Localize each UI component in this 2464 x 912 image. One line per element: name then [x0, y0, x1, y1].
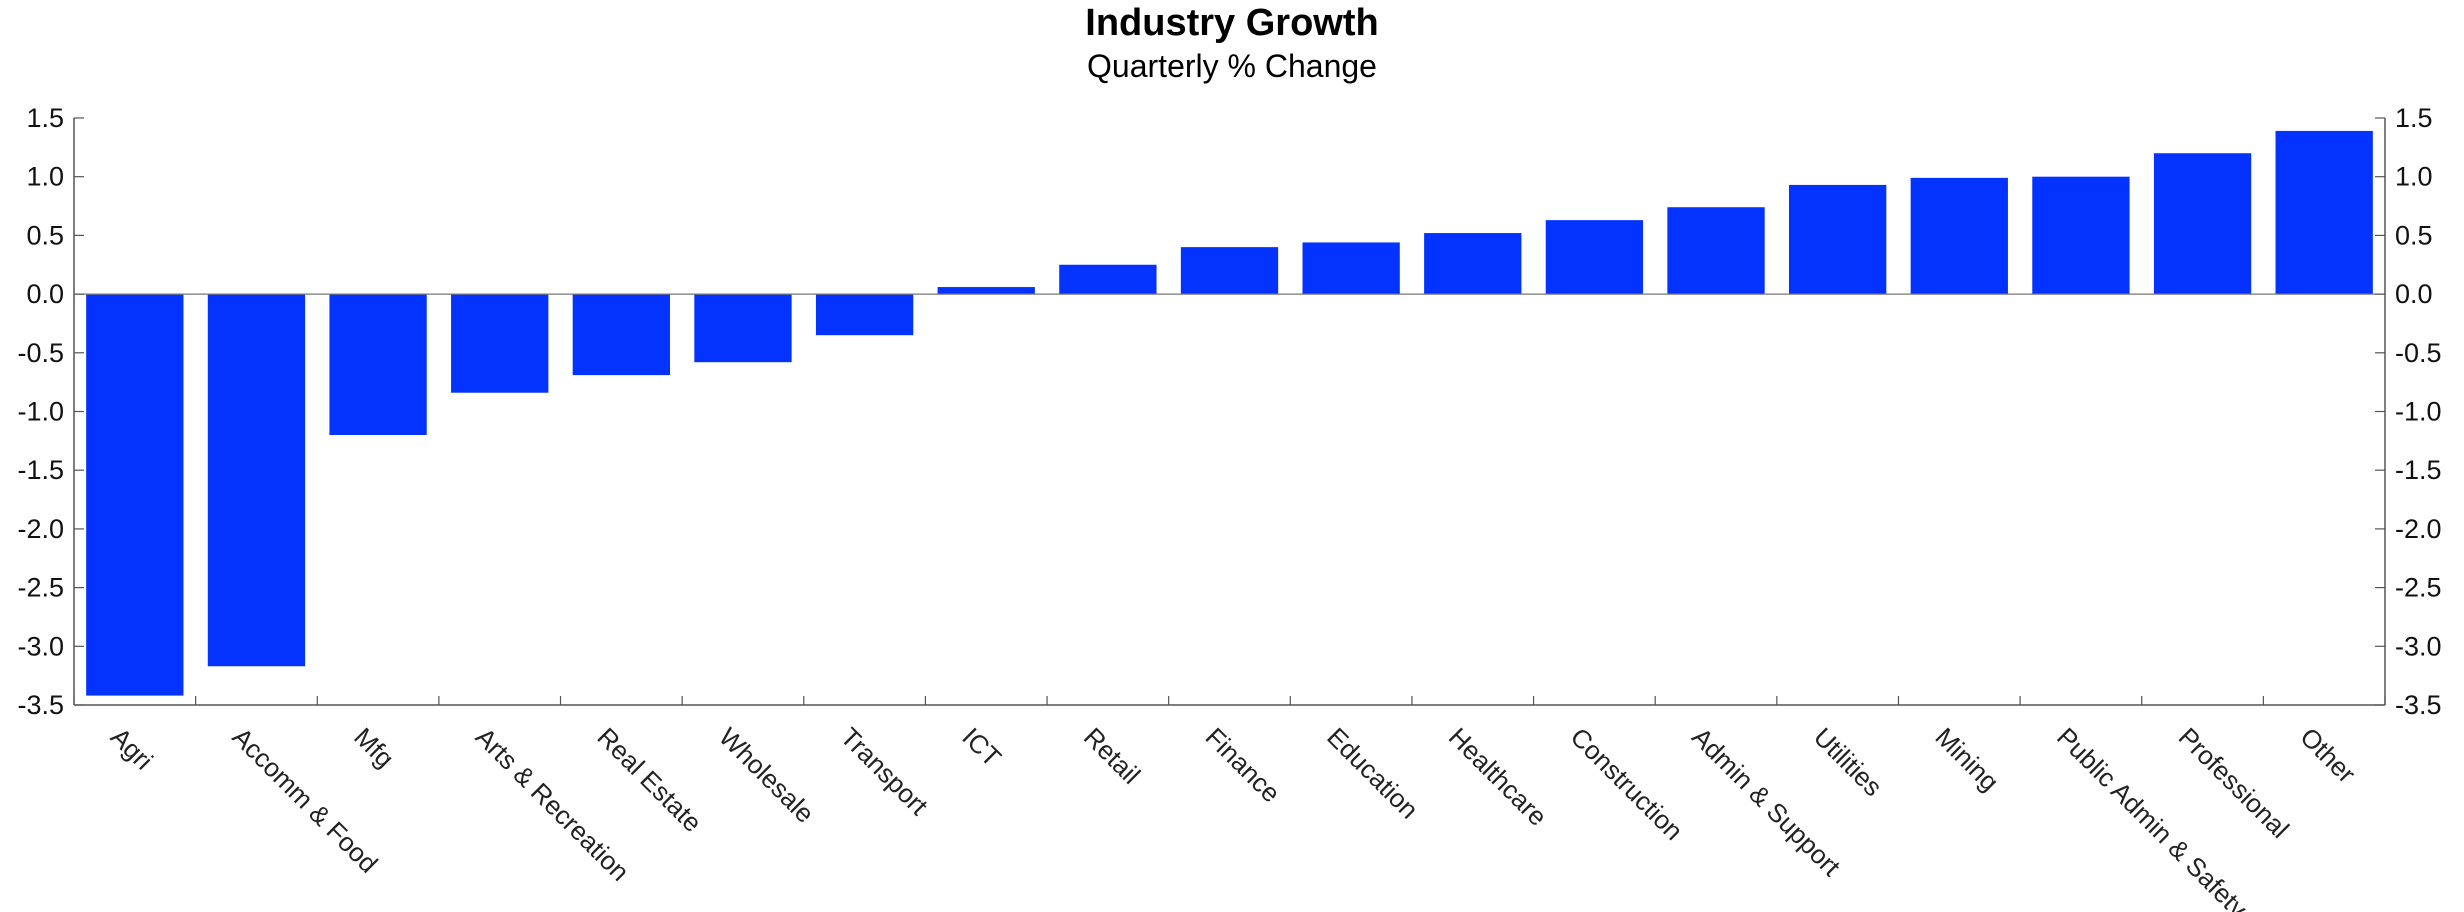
bar-arts-recreation: [451, 294, 549, 393]
bar-professional: [2153, 153, 2252, 295]
y-axis-left: 1.5 1.0 0.5 0.0 -0.5 -1.0 -1.5 -2.0 -2.5 -3.0 -3.5: [17, 103, 84, 720]
bar-public-admin-safety: [2032, 176, 2130, 295]
chart-title: Industry Growth: [1085, 2, 1379, 44]
bar-ict: [937, 287, 1035, 295]
y-tick-label-left: 0.0: [26, 279, 64, 309]
bar-retail: [1059, 264, 1157, 295]
bar-transport: [815, 294, 914, 336]
y-tick-label-right: -1.5: [2395, 455, 2442, 485]
x-category-label: Education: [1321, 722, 1424, 825]
y-tick-label-left: -1.0: [17, 397, 64, 427]
bar-construction: [1545, 220, 1644, 295]
bar-real-estate: [572, 294, 670, 376]
y-tick-label-left: -2.0: [17, 514, 64, 544]
y-tick-label-left: -3.0: [17, 631, 64, 661]
x-category-label: Real Estate: [592, 722, 708, 838]
bar-agri: [86, 294, 184, 696]
x-category-label: Healthcare: [1443, 722, 1553, 832]
x-category-label: Finance: [1200, 722, 1287, 809]
y-tick-label-left: -0.5: [17, 338, 64, 368]
x-category-label: Utilities: [1808, 722, 1888, 802]
bar-healthcare: [1424, 233, 1522, 295]
x-category-label: Wholesale: [713, 722, 820, 829]
y-tick-label-right: 1.0: [2395, 162, 2433, 192]
x-category-label: Professional: [2173, 722, 2295, 844]
y-tick-label-right: 0.0: [2395, 279, 2433, 309]
y-tick-label-right: -0.5: [2395, 338, 2442, 368]
chart-subtitle: Quarterly % Change: [1087, 48, 1377, 84]
bar-finance: [1180, 247, 1279, 295]
bar-education: [1302, 242, 1400, 295]
x-category-label: Construction: [1565, 722, 1689, 846]
y-tick-label-right: -1.0: [2395, 397, 2442, 427]
y-tick-label-right: 0.5: [2395, 220, 2433, 250]
bar-admin-support: [1667, 207, 1765, 295]
x-category-label: Transport: [835, 722, 935, 822]
y-axis-right: 1.5 1.0 0.5 0.0 -0.5 -1.0 -1.5 -2.0 -2.5 -3.0 -3.5: [2375, 103, 2442, 720]
y-tick-label-left: -2.5: [17, 573, 64, 603]
x-category-label: Agri: [105, 722, 159, 776]
x-category-label: Mining: [1929, 722, 2004, 797]
y-tick-label-left: 0.5: [26, 220, 64, 250]
bar-wholesale: [694, 294, 792, 363]
y-tick-label-right: -3.5: [2395, 690, 2442, 720]
bar-mining: [1910, 177, 2008, 295]
bar-other: [2275, 130, 2373, 295]
bars-group: [86, 130, 2373, 696]
x-category-label: Other: [2294, 722, 2361, 789]
y-tick-label-right: -2.5: [2395, 573, 2442, 603]
x-category-label: ICT: [956, 722, 1007, 773]
y-tick-label-right: 1.5: [2395, 103, 2433, 133]
y-tick-label-right: -3.0: [2395, 631, 2442, 661]
y-tick-label-left: -3.5: [17, 690, 64, 720]
y-tick-label-right: -2.0: [2395, 514, 2442, 544]
y-tick-label-left: 1.5: [26, 103, 64, 133]
y-tick-label-left: 1.0: [26, 162, 64, 192]
x-category-label: Retail: [1078, 722, 1146, 790]
bar-accomm-food: [207, 294, 306, 667]
bar-utilities: [1789, 184, 1887, 295]
x-category-label: Mfg: [348, 722, 400, 774]
y-tick-label-left: -1.5: [17, 455, 64, 485]
bar-mfg: [329, 294, 427, 435]
